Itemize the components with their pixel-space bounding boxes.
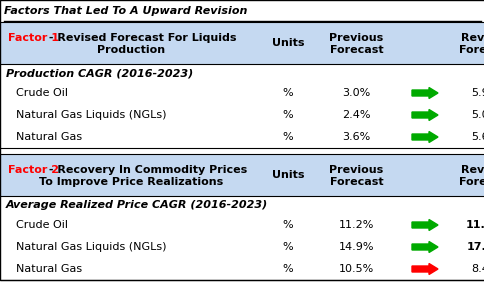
Bar bbox=[0, 22, 484, 64]
FancyArrow shape bbox=[411, 263, 437, 274]
Text: Forecast: Forecast bbox=[329, 45, 382, 55]
Text: 14.9%: 14.9% bbox=[338, 242, 374, 252]
Text: Previous: Previous bbox=[329, 165, 383, 175]
Text: %: % bbox=[282, 88, 293, 98]
Text: %: % bbox=[282, 242, 293, 252]
Text: 10.5%: 10.5% bbox=[338, 264, 373, 274]
Text: Average Realized Price CAGR (2016-2023): Average Realized Price CAGR (2016-2023) bbox=[6, 200, 268, 210]
Text: 2.4%: 2.4% bbox=[342, 110, 370, 120]
Text: %: % bbox=[282, 220, 293, 230]
Text: Previous: Previous bbox=[329, 33, 383, 43]
Text: %: % bbox=[282, 110, 293, 120]
Text: 5.6%: 5.6% bbox=[470, 132, 484, 142]
Text: Production CAGR (2016-2023): Production CAGR (2016-2023) bbox=[6, 68, 193, 78]
Text: 17.0%: 17.0% bbox=[465, 242, 484, 252]
Text: Factor 2: Factor 2 bbox=[8, 165, 59, 175]
Text: %: % bbox=[282, 264, 293, 274]
Text: Natural Gas: Natural Gas bbox=[16, 132, 82, 142]
Text: 3.6%: 3.6% bbox=[342, 132, 370, 142]
Text: - Recovery In Commodity Prices: - Recovery In Commodity Prices bbox=[45, 165, 247, 175]
Text: To Improve Price Realizations: To Improve Price Realizations bbox=[39, 177, 223, 187]
Text: Factors That Led To A Upward Revision: Factors That Led To A Upward Revision bbox=[4, 6, 247, 16]
Text: Natural Gas: Natural Gas bbox=[16, 264, 82, 274]
Text: Revised: Revised bbox=[460, 33, 484, 43]
Bar bbox=[0, 154, 484, 196]
Text: - Revised Forecast For Liquids: - Revised Forecast For Liquids bbox=[45, 33, 236, 43]
FancyArrow shape bbox=[411, 219, 437, 231]
Text: 11.8%: 11.8% bbox=[465, 220, 484, 230]
Text: Natural Gas Liquids (NGLs): Natural Gas Liquids (NGLs) bbox=[16, 242, 166, 252]
Text: Forecast: Forecast bbox=[458, 45, 484, 55]
Text: 3.0%: 3.0% bbox=[342, 88, 370, 98]
Text: Crude Oil: Crude Oil bbox=[16, 88, 68, 98]
Text: %: % bbox=[282, 132, 293, 142]
Text: 5.0%: 5.0% bbox=[470, 110, 484, 120]
Text: 8.4%: 8.4% bbox=[470, 264, 484, 274]
Text: 11.2%: 11.2% bbox=[338, 220, 374, 230]
Text: Forecast: Forecast bbox=[458, 177, 484, 187]
FancyArrow shape bbox=[411, 242, 437, 252]
Text: Forecast: Forecast bbox=[329, 177, 382, 187]
Text: Units: Units bbox=[271, 170, 303, 180]
Text: Units: Units bbox=[271, 38, 303, 48]
Text: Crude Oil: Crude Oil bbox=[16, 220, 68, 230]
Text: Revised: Revised bbox=[460, 165, 484, 175]
Text: Natural Gas Liquids (NGLs): Natural Gas Liquids (NGLs) bbox=[16, 110, 166, 120]
Text: 5.9%: 5.9% bbox=[470, 88, 484, 98]
Text: Factor 1: Factor 1 bbox=[8, 33, 59, 43]
Text: Production: Production bbox=[97, 45, 165, 55]
FancyArrow shape bbox=[411, 132, 437, 143]
FancyArrow shape bbox=[411, 88, 437, 98]
FancyArrow shape bbox=[411, 109, 437, 120]
